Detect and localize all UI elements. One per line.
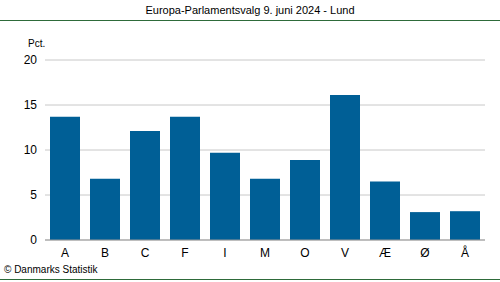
svg-text:A: A bbox=[61, 246, 69, 260]
svg-text:O: O bbox=[300, 246, 309, 260]
svg-text:I: I bbox=[223, 246, 226, 260]
svg-text:Æ: Æ bbox=[379, 246, 391, 260]
svg-text:20: 20 bbox=[24, 53, 38, 67]
svg-text:C: C bbox=[141, 246, 150, 260]
html-text:© Danmarks Statistik: © Danmarks Statistik bbox=[4, 264, 98, 275]
svg-text:B: B bbox=[101, 246, 109, 260]
svg-text:15: 15 bbox=[24, 98, 38, 112]
svg-text:5: 5 bbox=[30, 188, 37, 202]
svg-text:Ø: Ø bbox=[420, 246, 429, 260]
html-text:Pct.: Pct. bbox=[28, 38, 46, 49]
svg-text:10: 10 bbox=[24, 143, 38, 157]
svg-text:0: 0 bbox=[30, 233, 37, 247]
svg-text:V: V bbox=[341, 246, 349, 260]
html-text:Europa-Parlamentsvalg 9. juni: Europa-Parlamentsvalg 9. juni 2024 - Lun… bbox=[145, 4, 355, 16]
svg-text:M: M bbox=[260, 246, 270, 260]
svg-text:Å: Å bbox=[461, 245, 469, 260]
svg-text:F: F bbox=[181, 246, 188, 260]
